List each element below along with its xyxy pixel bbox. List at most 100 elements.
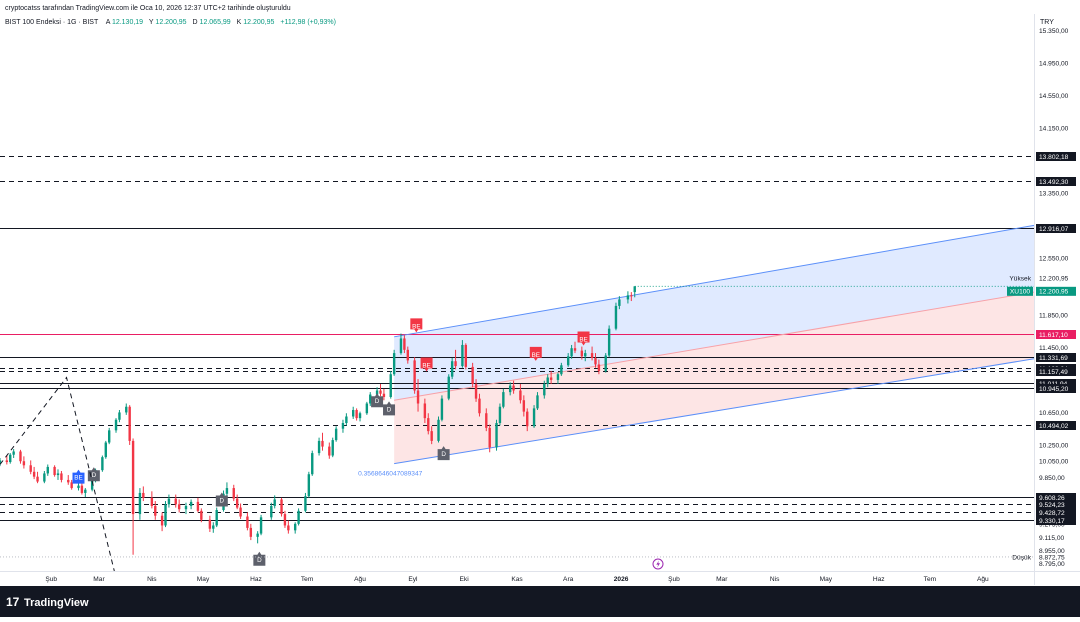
candle-down[interactable]: [287, 520, 290, 534]
candle-down[interactable]: [423, 398, 427, 424]
candle-up[interactable]: [495, 419, 498, 451]
pattern-badge-be[interactable]: BE: [577, 331, 590, 346]
candle-up[interactable]: [46, 464, 49, 476]
candle-down[interactable]: [597, 359, 601, 375]
candle-up[interactable]: [546, 374, 549, 388]
candle-down[interactable]: [630, 292, 633, 302]
candle-up[interactable]: [604, 353, 607, 373]
candle-up[interactable]: [164, 501, 167, 528]
candle-up[interactable]: [334, 426, 338, 442]
candle-down[interactable]: [474, 379, 478, 402]
pattern-badge-be[interactable]: BE: [410, 318, 423, 333]
candle-down[interactable]: [379, 383, 382, 397]
candle-down[interactable]: [594, 353, 597, 368]
candle-up[interactable]: [626, 291, 630, 304]
candle-up[interactable]: [12, 449, 15, 458]
candle-up[interactable]: [273, 495, 276, 509]
pattern-badge-d[interactable]: D: [215, 492, 228, 507]
candle-up[interactable]: [138, 488, 142, 520]
pattern-badge-d[interactable]: D: [437, 446, 450, 461]
candle-up[interactable]: [532, 405, 536, 428]
candle-down[interactable]: [150, 491, 154, 509]
candle-down[interactable]: [29, 460, 32, 475]
candle-up[interactable]: [399, 333, 403, 355]
candle-up[interactable]: [125, 403, 128, 415]
candle-up[interactable]: [351, 406, 355, 419]
candle-up[interactable]: [560, 362, 563, 376]
candle-up[interactable]: [108, 427, 111, 445]
candle-up[interactable]: [461, 340, 464, 368]
candle-up[interactable]: [167, 494, 171, 508]
candle-down[interactable]: [36, 471, 39, 484]
candle-down[interactable]: [590, 346, 594, 361]
candle-down[interactable]: [355, 408, 358, 421]
candle-down[interactable]: [478, 393, 481, 417]
candle-down[interactable]: [239, 503, 242, 519]
candle-down[interactable]: [522, 395, 526, 417]
pattern-badge-d[interactable]: D: [253, 551, 266, 566]
candle-down[interactable]: [512, 380, 515, 394]
pattern-badge-d[interactable]: D: [87, 467, 100, 482]
candle-up[interactable]: [556, 372, 560, 384]
candle-down[interactable]: [464, 343, 468, 370]
candle-up[interactable]: [607, 325, 611, 358]
candle-up[interactable]: [389, 370, 392, 399]
candle-up[interactable]: [508, 382, 512, 396]
candle-up[interactable]: [56, 469, 60, 480]
candle-up[interactable]: [365, 401, 369, 415]
candle-down[interactable]: [413, 357, 416, 394]
candle-down[interactable]: [549, 370, 553, 384]
candle-up[interactable]: [614, 302, 618, 331]
candle-up[interactable]: [84, 488, 87, 498]
candle-up[interactable]: [0, 457, 2, 467]
candle-down[interactable]: [60, 470, 63, 483]
channel-mid-line[interactable]: [394, 291, 1035, 401]
candle-up[interactable]: [307, 471, 311, 498]
candle-up[interactable]: [450, 357, 454, 380]
candle-up[interactable]: [317, 437, 321, 456]
candle-down[interactable]: [142, 486, 145, 502]
candle-up[interactable]: [566, 353, 570, 367]
candle-down[interactable]: [53, 465, 56, 477]
candle-up[interactable]: [392, 349, 396, 376]
channel-lower-line[interactable]: [394, 358, 1035, 465]
pattern-badge-be[interactable]: BE: [72, 469, 85, 484]
pattern-badge-d[interactable]: D: [371, 393, 384, 408]
candle-up[interactable]: [584, 349, 587, 362]
candle-up[interactable]: [536, 392, 539, 410]
candle-up[interactable]: [256, 531, 259, 544]
candle-down[interactable]: [249, 523, 253, 541]
candle-up[interactable]: [189, 499, 193, 510]
candle-up[interactable]: [341, 419, 345, 433]
candle-down[interactable]: [70, 479, 73, 490]
candle-down[interactable]: [526, 408, 529, 432]
candle-up[interactable]: [304, 492, 307, 513]
candle-down[interactable]: [160, 512, 164, 532]
candle-down[interactable]: [5, 455, 9, 465]
candle-up[interactable]: [447, 374, 450, 401]
candle-up[interactable]: [369, 392, 372, 406]
candle-down[interactable]: [403, 335, 406, 354]
candle-down[interactable]: [128, 405, 131, 445]
candle-up[interactable]: [118, 409, 121, 423]
candle-up[interactable]: [297, 508, 300, 526]
candle-up[interactable]: [259, 514, 263, 536]
candle-down[interactable]: [454, 349, 457, 370]
candle-down[interactable]: [382, 388, 386, 401]
candle-down[interactable]: [22, 456, 26, 469]
candle-up[interactable]: [270, 502, 273, 520]
candle-down[interactable]: [80, 482, 84, 495]
channel-upper-line[interactable]: [394, 224, 1035, 338]
candle-down[interactable]: [200, 508, 203, 523]
candle-down[interactable]: [131, 438, 135, 555]
candle-up[interactable]: [498, 403, 502, 426]
candle-up[interactable]: [215, 507, 218, 528]
candle-down[interactable]: [235, 494, 239, 510]
candle-up[interactable]: [104, 440, 107, 459]
candle-down[interactable]: [283, 510, 287, 528]
candle-up[interactable]: [618, 296, 621, 310]
candle-up[interactable]: [331, 437, 334, 458]
candle-up[interactable]: [77, 483, 80, 491]
candle-up[interactable]: [293, 522, 297, 534]
candle-down[interactable]: [580, 346, 584, 360]
